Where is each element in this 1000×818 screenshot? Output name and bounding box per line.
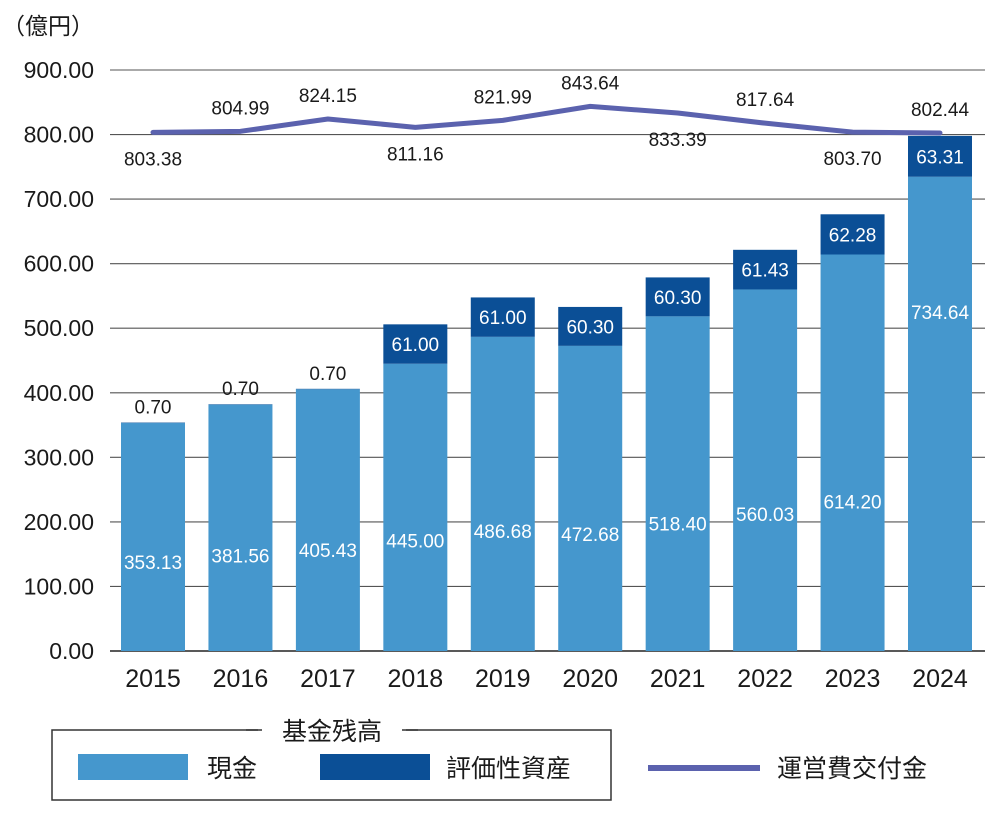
bar-label-cash-2017: 405.43 [299, 541, 357, 562]
y-tick-label-6: 600.00 [24, 251, 94, 277]
legend-swatch-cash [78, 754, 188, 780]
bar-label-cash-2021: 518.40 [649, 515, 707, 536]
line-label-2020: 843.64 [561, 73, 620, 94]
bar-cash-2015 [121, 423, 185, 651]
bar-label-valuation-2020: 60.30 [566, 317, 614, 338]
x-tick-label-2023: 2023 [825, 665, 881, 693]
bar-label-cash-2024: 734.64 [911, 303, 970, 324]
y-tick-label-3: 300.00 [24, 444, 94, 470]
y-tick-label-2: 200.00 [24, 509, 94, 535]
bar-valuation-2022 [733, 249, 798, 290]
x-tick-label-2015: 2015 [125, 665, 181, 693]
line-label-2024: 802.44 [911, 100, 970, 121]
y-tick-label-4: 400.00 [24, 380, 94, 406]
x-tick-label-2022: 2022 [737, 665, 793, 693]
x-tick-label-2024: 2024 [912, 665, 968, 693]
line-label-2017: 824.15 [299, 86, 357, 107]
legend-label-valuation: 評価性資産 [446, 754, 571, 783]
bar-label-cash-2015: 353.13 [124, 553, 182, 574]
bar-cash-2023 [820, 254, 885, 652]
bar-label-cash-2019: 486.68 [474, 522, 532, 543]
unit-label: （億円） [2, 14, 94, 40]
line-grant [150, 103, 943, 136]
legend-swatch-valuation [320, 754, 430, 780]
line-series: 803.38 804.99 824.15 811.16 821.99 843.64 833.… [124, 73, 970, 170]
bar-cash-2024 [908, 176, 972, 651]
line-label-2016: 804.99 [211, 98, 269, 119]
line-label-2015: 803.38 [124, 149, 182, 170]
x-axis-ticks: 2015 2016 2017 2018 2019 2020 2021 2022 2023 2024 [125, 665, 968, 693]
bar-label-valuation-2018: 61.00 [392, 335, 440, 356]
line-label-2019: 821.99 [474, 87, 532, 108]
bar-label-valuation-2021: 60.30 [654, 288, 702, 309]
bar-valuation-2019 [470, 297, 535, 337]
legend-label-cash: 現金 [207, 754, 257, 783]
y-tick-label-7: 700.00 [24, 186, 94, 212]
bar-cash-2018 [383, 363, 448, 651]
line-label-2021: 833.39 [649, 130, 707, 151]
y-tick-label-9: 900.00 [24, 57, 94, 83]
legend: 基金残高 現金 評価性資産 運営費交付金 [51, 714, 927, 801]
bar-valuation-2020 [558, 306, 623, 346]
bar-cash-2022 [733, 289, 798, 651]
x-tick-label-2019: 2019 [475, 665, 531, 693]
bar-cash-2019 [470, 336, 535, 651]
x-tick-label-2016: 2016 [213, 665, 269, 693]
bar-cash-2021 [645, 316, 710, 651]
bar-valuation-2024 [908, 135, 972, 177]
bar-label-cash-2018: 445.00 [386, 532, 444, 553]
bar-label-cash-2020: 472.68 [561, 525, 619, 546]
bar-label-cash-2023: 614.20 [823, 492, 881, 513]
bar-cash-2017 [295, 389, 360, 651]
line-label-2023: 803.70 [823, 149, 881, 170]
bar-label-valuation-2024: 63.31 [916, 147, 964, 168]
bar-label-valuation-2022: 61.43 [741, 261, 789, 282]
bar-label-valuation-2016: 0.70 [222, 379, 259, 400]
bar-valuation-2021 [645, 277, 710, 317]
legend-label-grant: 運営費交付金 [777, 754, 927, 783]
bar-cash-2020 [558, 345, 623, 651]
y-tick-label-0: 0.00 [49, 638, 94, 664]
x-tick-label-2020: 2020 [562, 665, 618, 693]
bar-valuation-2018 [383, 324, 448, 364]
bar-label-valuation-2017: 0.70 [309, 364, 346, 385]
y-tick-label-1: 100.00 [24, 573, 94, 599]
bar-label-valuation-2019: 61.00 [479, 308, 527, 329]
bar-cash-2016 [208, 404, 273, 651]
y-tick-label-5: 500.00 [24, 315, 94, 341]
x-tick-label-2018: 2018 [388, 665, 444, 693]
legend-group-title: 基金残高 [282, 717, 382, 746]
x-tick-label-2021: 2021 [650, 665, 706, 693]
y-tick-label-8: 800.00 [24, 122, 94, 148]
bar-label-valuation-2023: 62.28 [829, 225, 877, 246]
line-label-2018: 811.16 [387, 144, 444, 165]
bar-label-cash-2016: 381.56 [211, 546, 269, 567]
bars: 353.13 0.70 381.56 0.70 405.43 0.70 445.00 61.0… [121, 135, 972, 652]
bar-valuation-2023 [820, 214, 885, 255]
legend-title-bg [258, 714, 406, 746]
y-axis-ticks: 0.00 100.00 200.00 300.00 400.00 500.00 600.00… [24, 57, 94, 664]
bar-label-cash-2022: 560.03 [736, 505, 794, 526]
bar-label-valuation-2015: 0.70 [135, 398, 172, 419]
x-tick-label-2017: 2017 [300, 665, 356, 693]
line-label-2022: 817.64 [736, 90, 795, 111]
